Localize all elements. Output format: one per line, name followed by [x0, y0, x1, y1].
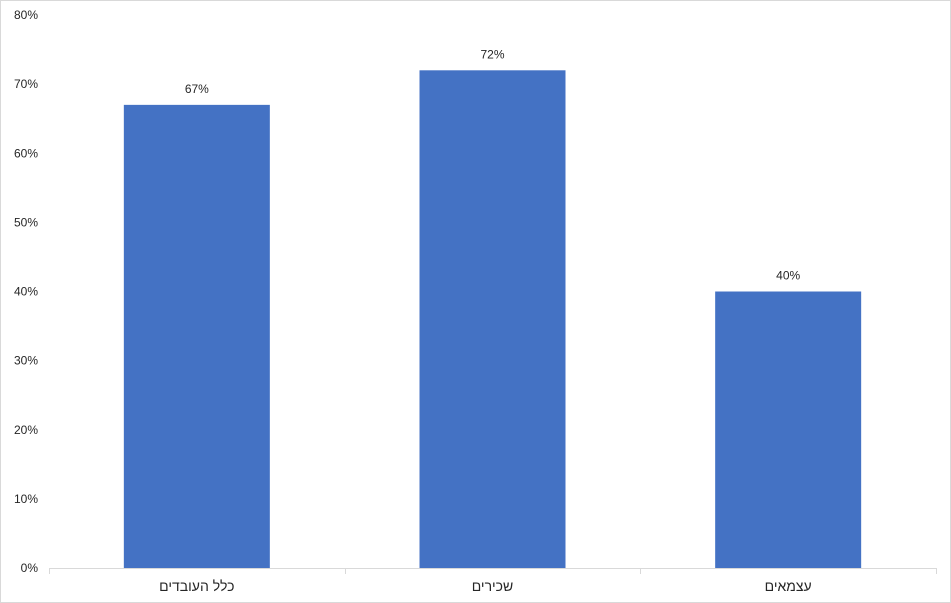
y-tick-label: 70%: [14, 77, 38, 91]
bars-group: [123, 70, 862, 569]
bar-value-label: 40%: [776, 269, 800, 283]
bar-value-label: 67%: [185, 82, 209, 96]
category-labels-group: כלל העובדים שכירים עצמאים: [159, 578, 812, 594]
y-tick-label: 80%: [14, 8, 38, 22]
bar: [715, 291, 862, 568]
data-labels-group: 67% 72% 40%: [185, 47, 801, 282]
y-tick-label: 20%: [14, 423, 38, 437]
bar: [123, 104, 270, 569]
category-label: כלל העובדים: [159, 578, 234, 594]
bar: [419, 70, 566, 569]
y-axis-ticks: 0% 10% 20% 30% 40% 50% 60% 70% 80%: [14, 8, 38, 575]
category-label: שכירים: [472, 578, 514, 594]
category-label: עצמאים: [765, 578, 812, 594]
y-tick-label: 30%: [14, 354, 38, 368]
x-axis: [49, 568, 937, 574]
y-tick-label: 50%: [14, 215, 38, 229]
y-tick-label: 60%: [14, 146, 38, 160]
y-tick-label: 40%: [14, 285, 38, 299]
y-tick-label: 0%: [21, 561, 39, 575]
bar-value-label: 72%: [480, 47, 504, 61]
y-tick-label: 10%: [14, 492, 38, 506]
